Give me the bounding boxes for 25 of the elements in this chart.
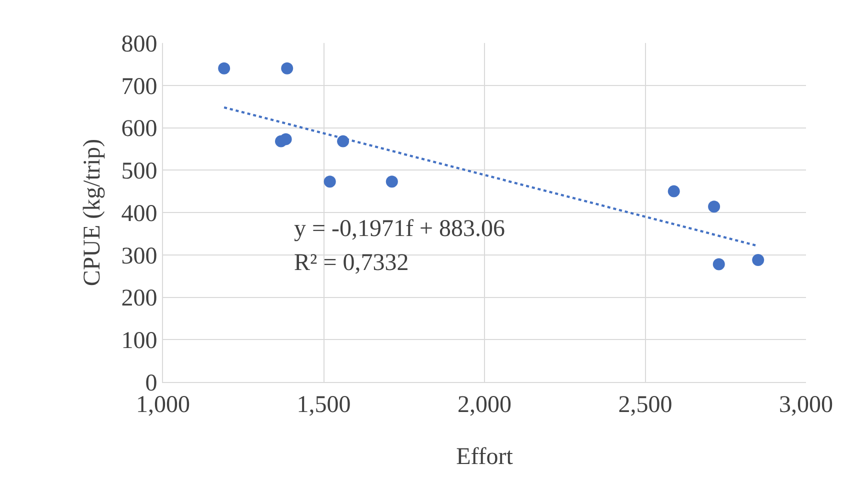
x-axis-title: Effort (456, 444, 514, 470)
point (324, 176, 336, 188)
y-tick-label: 700 (121, 74, 158, 100)
y-tick-label: 500 (121, 158, 158, 185)
y-tick-label: 400 (121, 200, 158, 227)
x-tick-label: 3,000 (779, 392, 833, 418)
point (668, 185, 680, 198)
point (281, 62, 294, 74)
y-tick-label: 800 (121, 31, 158, 58)
annotation: R² = 0,7332 (294, 250, 409, 276)
point (218, 62, 230, 74)
point (708, 200, 720, 213)
y-tick-label: 300 (121, 243, 158, 270)
y-axis-title: CPUE (kg/trip) (79, 138, 106, 286)
y-tick-label: 100 (121, 328, 158, 354)
x-tick-label: 2,000 (458, 392, 512, 418)
y-tick-label: 600 (121, 116, 158, 142)
point (386, 176, 398, 188)
point (752, 254, 764, 266)
y-tick-label: 200 (121, 286, 158, 312)
x-tick-label: 2,500 (618, 392, 672, 418)
point (280, 133, 292, 146)
point (712, 258, 725, 270)
x-tick-label: 1,500 (296, 392, 351, 418)
annotation: y = -0,1971f + 883.06 (294, 216, 506, 242)
